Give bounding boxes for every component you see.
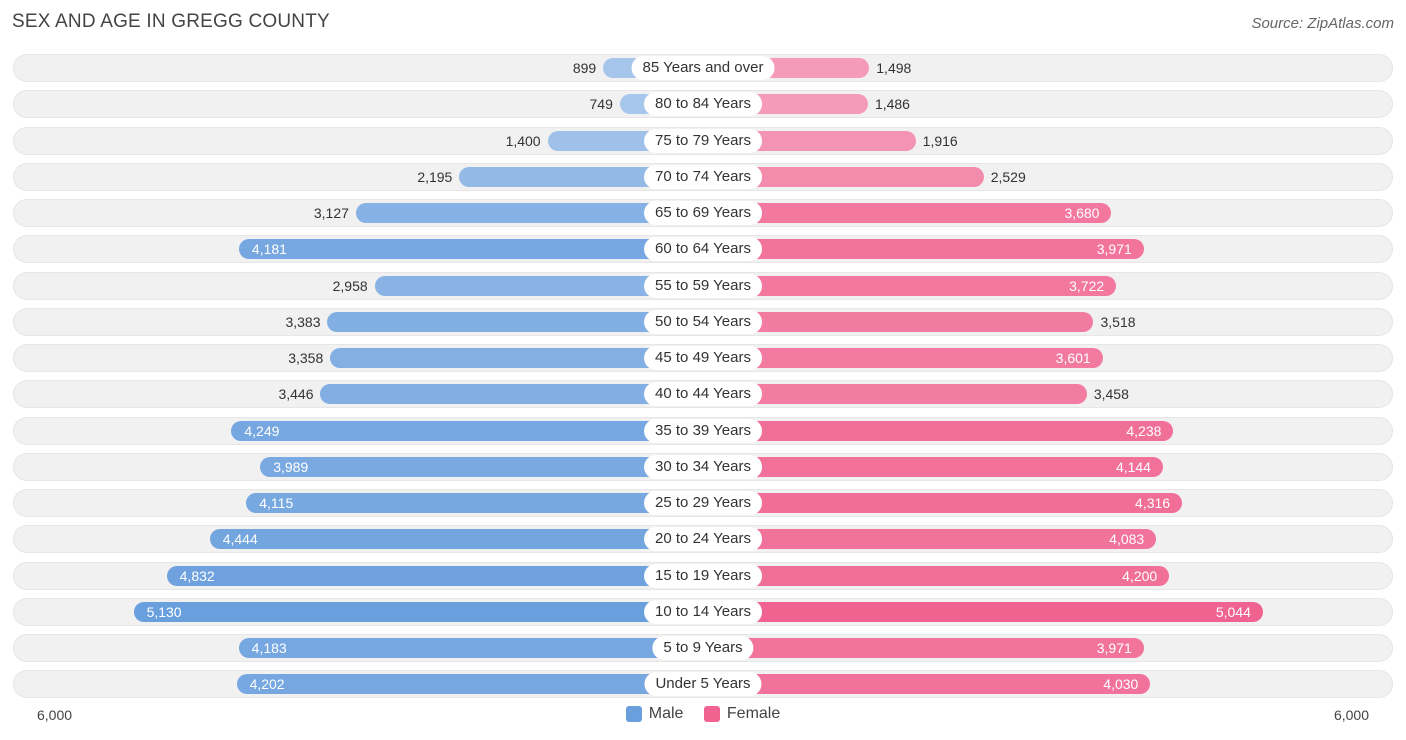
- category-label: 70 to 74 Years: [644, 164, 762, 189]
- legend-item-female[interactable]: Female: [703, 705, 781, 723]
- male-bar[interactable]: [209, 529, 703, 550]
- female-value-label: 3,518: [1100, 313, 1136, 330]
- category-label: 60 to 64 Years: [644, 237, 762, 262]
- male-value-label: 749: [589, 96, 613, 113]
- female-value-label: 3,971: [1096, 241, 1132, 258]
- female-bar[interactable]: [703, 239, 1144, 260]
- female-value-label: 5,044: [1215, 603, 1251, 620]
- male-value-label: 3,446: [278, 386, 314, 403]
- female-bar[interactable]: [703, 638, 1144, 658]
- male-bar[interactable]: [238, 239, 703, 260]
- male-value-label: 3,383: [285, 313, 321, 330]
- legend-item-male[interactable]: Male: [625, 705, 684, 723]
- female-value-label: 3,722: [1069, 277, 1105, 294]
- legend-label-female: Female: [726, 705, 781, 722]
- female-value-label: 4,144: [1115, 458, 1151, 475]
- male-value-label: 4,115: [259, 495, 294, 511]
- female-bar[interactable]: [703, 311, 1094, 332]
- female-bar[interactable]: [703, 384, 1087, 405]
- male-swatch-icon: [625, 706, 642, 722]
- female-value-label: 3,680: [1064, 205, 1100, 221]
- male-bar[interactable]: [166, 565, 703, 586]
- male-value-label: 3,989: [273, 458, 309, 475]
- category-label: 80 to 84 Years: [644, 92, 762, 117]
- male-bar[interactable]: [260, 456, 703, 477]
- male-bar[interactable]: [133, 601, 703, 622]
- male-value-label: 3,127: [313, 205, 349, 221]
- male-value-label: 2,958: [332, 277, 368, 294]
- female-value-label: 3,601: [1055, 350, 1091, 366]
- male-bar[interactable]: [320, 384, 703, 405]
- male-bar[interactable]: [327, 311, 703, 332]
- female-bar[interactable]: [703, 565, 1170, 586]
- axis-label-right: 6,000: [1333, 707, 1369, 723]
- legend-label-male: Male: [648, 705, 684, 722]
- female-value-label: 2,529: [990, 168, 1026, 185]
- female-bar[interactable]: [703, 674, 1151, 695]
- chart-title: SEX AND AGE IN GREGG COUNTY: [12, 11, 330, 32]
- male-bar[interactable]: [238, 638, 703, 658]
- female-bar[interactable]: [703, 529, 1157, 550]
- category-label: 50 to 54 Years: [644, 309, 762, 334]
- female-bar[interactable]: [703, 203, 1112, 223]
- category-label: 65 to 69 Years: [644, 201, 762, 225]
- female-bar[interactable]: [703, 275, 1117, 296]
- male-bar[interactable]: [459, 166, 703, 187]
- category-label: 15 to 19 Years: [644, 563, 762, 588]
- male-bar[interactable]: [330, 348, 703, 368]
- category-label: 20 to 24 Years: [644, 527, 762, 552]
- category-label: 85 Years and over: [631, 56, 775, 80]
- category-label: 35 to 39 Years: [644, 418, 762, 443]
- female-value-label: 1,498: [876, 60, 912, 76]
- male-bar[interactable]: [231, 420, 703, 441]
- category-label: 75 to 79 Years: [644, 128, 762, 153]
- male-value-label: 4,832: [179, 567, 215, 584]
- male-value-label: 1,400: [505, 132, 541, 149]
- female-value-label: 4,083: [1109, 531, 1145, 548]
- male-value-label: 4,444: [222, 531, 258, 548]
- male-value-label: 899: [572, 60, 597, 76]
- male-value-label: 3,358: [288, 350, 324, 366]
- female-bar[interactable]: [703, 493, 1183, 513]
- male-value-label: 2,195: [417, 168, 453, 185]
- legend: Male Female: [0, 705, 1406, 727]
- male-bar[interactable]: [355, 203, 703, 223]
- category-label: 30 to 34 Years: [644, 454, 762, 479]
- male-value-label: 4,181: [251, 241, 287, 258]
- male-value-label: 5,130: [146, 603, 182, 620]
- female-bar[interactable]: [703, 456, 1163, 477]
- category-label: 5 to 9 Years: [652, 636, 754, 660]
- male-bar[interactable]: [374, 275, 703, 296]
- female-swatch-icon: [703, 706, 720, 722]
- female-value-label: 3,971: [1096, 640, 1132, 656]
- male-bar[interactable]: [236, 674, 703, 695]
- female-value-label: 4,030: [1103, 676, 1139, 693]
- category-label: 10 to 14 Years: [644, 599, 762, 624]
- female-bar[interactable]: [703, 601, 1263, 622]
- female-bar[interactable]: [703, 166, 984, 187]
- female-value-label: 4,238: [1126, 422, 1162, 439]
- female-value-label: 4,200: [1122, 567, 1158, 584]
- female-value-label: 1,916: [922, 132, 958, 149]
- female-value-label: 4,316: [1135, 495, 1171, 511]
- female-value-label: 1,486: [874, 96, 910, 113]
- male-value-label: 4,249: [244, 422, 280, 439]
- male-value-label: 4,202: [249, 676, 285, 693]
- axis-label-left: 6,000: [37, 707, 73, 723]
- category-label: 45 to 49 Years: [644, 346, 762, 370]
- category-label: 55 to 59 Years: [644, 273, 762, 298]
- male-value-label: 4,183: [251, 640, 287, 656]
- female-bar[interactable]: [703, 348, 1103, 368]
- source-credit: Source: ZipAtlas.com: [1251, 15, 1394, 32]
- category-label: 25 to 29 Years: [644, 491, 762, 515]
- category-label: 40 to 44 Years: [644, 382, 762, 407]
- female-bar[interactable]: [703, 420, 1174, 441]
- male-bar[interactable]: [246, 493, 703, 513]
- female-value-label: 3,458: [1093, 386, 1129, 403]
- category-label: Under 5 Years: [644, 672, 762, 697]
